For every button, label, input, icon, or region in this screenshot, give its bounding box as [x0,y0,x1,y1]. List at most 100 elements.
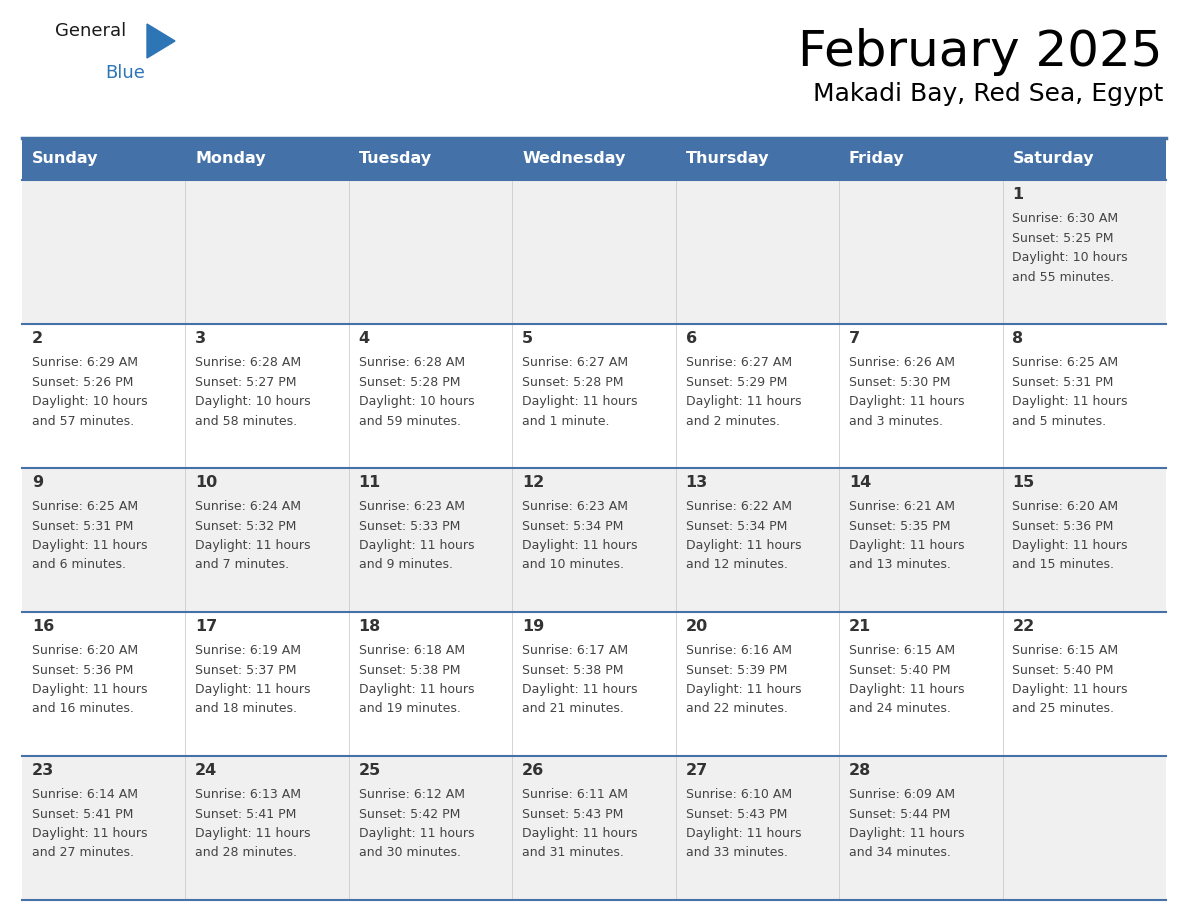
Text: 24: 24 [195,763,217,778]
Text: 10: 10 [195,475,217,490]
Text: Sunrise: 6:27 AM: Sunrise: 6:27 AM [522,356,628,369]
Text: and 2 minutes.: and 2 minutes. [685,415,779,428]
Text: Daylight: 11 hours: Daylight: 11 hours [1012,539,1127,552]
Text: Sunrise: 6:17 AM: Sunrise: 6:17 AM [522,644,628,657]
Text: Sunset: 5:36 PM: Sunset: 5:36 PM [32,664,133,677]
Text: Sunset: 5:32 PM: Sunset: 5:32 PM [195,520,297,532]
Text: Daylight: 11 hours: Daylight: 11 hours [849,683,965,696]
Text: Thursday: Thursday [685,151,769,166]
Text: 23: 23 [32,763,55,778]
Text: Sunrise: 6:11 AM: Sunrise: 6:11 AM [522,788,628,801]
Text: Daylight: 11 hours: Daylight: 11 hours [32,539,147,552]
Text: and 58 minutes.: and 58 minutes. [195,415,297,428]
Text: Sunrise: 6:20 AM: Sunrise: 6:20 AM [1012,500,1119,513]
Text: Sunrise: 6:22 AM: Sunrise: 6:22 AM [685,500,791,513]
Bar [1003,138,1165,180]
Text: 20: 20 [685,619,708,634]
Bar [23,756,1165,900]
Bar [23,138,185,180]
Text: Sunset: 5:41 PM: Sunset: 5:41 PM [195,808,297,821]
Text: Blue: Blue [105,64,145,82]
Text: Sunset: 5:35 PM: Sunset: 5:35 PM [849,520,950,532]
Text: Sunset: 5:38 PM: Sunset: 5:38 PM [359,664,460,677]
Text: Sunrise: 6:30 AM: Sunrise: 6:30 AM [1012,212,1119,225]
Text: and 18 minutes.: and 18 minutes. [195,702,297,715]
Text: and 10 minutes.: and 10 minutes. [522,558,624,572]
Text: and 59 minutes.: and 59 minutes. [359,415,461,428]
Bar [512,138,676,180]
Text: Daylight: 10 hours: Daylight: 10 hours [195,395,311,408]
Text: and 5 minutes.: and 5 minutes. [1012,415,1106,428]
Text: Makadi Bay, Red Sea, Egypt: Makadi Bay, Red Sea, Egypt [813,82,1163,106]
Text: Sunset: 5:40 PM: Sunset: 5:40 PM [1012,664,1114,677]
Text: Sunrise: 6:21 AM: Sunrise: 6:21 AM [849,500,955,513]
Text: Daylight: 10 hours: Daylight: 10 hours [1012,251,1127,264]
Text: Sunrise: 6:15 AM: Sunrise: 6:15 AM [849,644,955,657]
Text: Sunrise: 6:10 AM: Sunrise: 6:10 AM [685,788,791,801]
Text: and 19 minutes.: and 19 minutes. [359,702,461,715]
Text: Sunrise: 6:23 AM: Sunrise: 6:23 AM [359,500,465,513]
Text: 1: 1 [1012,187,1024,202]
Bar [23,468,1165,612]
Text: Daylight: 11 hours: Daylight: 11 hours [849,827,965,840]
Text: General: General [55,22,126,40]
Text: Daylight: 11 hours: Daylight: 11 hours [522,395,638,408]
Text: and 6 minutes.: and 6 minutes. [32,558,126,572]
Text: Daylight: 11 hours: Daylight: 11 hours [359,539,474,552]
Text: Sunrise: 6:26 AM: Sunrise: 6:26 AM [849,356,955,369]
Text: Daylight: 10 hours: Daylight: 10 hours [359,395,474,408]
Text: and 34 minutes.: and 34 minutes. [849,846,950,859]
Text: 7: 7 [849,331,860,346]
Text: Sunset: 5:40 PM: Sunset: 5:40 PM [849,664,950,677]
Text: Sunrise: 6:18 AM: Sunrise: 6:18 AM [359,644,465,657]
Text: Sunset: 5:28 PM: Sunset: 5:28 PM [359,375,460,388]
Bar [839,138,1003,180]
Text: Sunset: 5:31 PM: Sunset: 5:31 PM [1012,375,1114,388]
Text: and 24 minutes.: and 24 minutes. [849,702,950,715]
Text: 15: 15 [1012,475,1035,490]
Text: Sunrise: 6:29 AM: Sunrise: 6:29 AM [32,356,138,369]
Polygon shape [147,24,175,58]
Text: Sunrise: 6:25 AM: Sunrise: 6:25 AM [32,500,138,513]
Text: Sunrise: 6:09 AM: Sunrise: 6:09 AM [849,788,955,801]
Text: 27: 27 [685,763,708,778]
Text: 17: 17 [195,619,217,634]
Text: 14: 14 [849,475,871,490]
Text: Wednesday: Wednesday [522,151,625,166]
Text: 11: 11 [359,475,381,490]
Text: Sunset: 5:33 PM: Sunset: 5:33 PM [359,520,460,532]
Text: Daylight: 11 hours: Daylight: 11 hours [522,683,638,696]
Text: Sunset: 5:36 PM: Sunset: 5:36 PM [1012,520,1114,532]
Text: Sunset: 5:28 PM: Sunset: 5:28 PM [522,375,624,388]
Text: Daylight: 11 hours: Daylight: 11 hours [32,827,147,840]
Text: 6: 6 [685,331,696,346]
Text: and 21 minutes.: and 21 minutes. [522,702,624,715]
Text: Sunset: 5:41 PM: Sunset: 5:41 PM [32,808,133,821]
Text: Sunrise: 6:28 AM: Sunrise: 6:28 AM [359,356,465,369]
Text: 12: 12 [522,475,544,490]
Text: 16: 16 [32,619,55,634]
Text: Sunrise: 6:25 AM: Sunrise: 6:25 AM [1012,356,1119,369]
Text: 26: 26 [522,763,544,778]
Text: Sunrise: 6:16 AM: Sunrise: 6:16 AM [685,644,791,657]
Text: and 55 minutes.: and 55 minutes. [1012,271,1114,284]
Text: 9: 9 [32,475,43,490]
Text: Sunset: 5:34 PM: Sunset: 5:34 PM [522,520,624,532]
Text: Sunset: 5:30 PM: Sunset: 5:30 PM [849,375,950,388]
Bar [23,180,1165,324]
Text: Sunset: 5:39 PM: Sunset: 5:39 PM [685,664,786,677]
Text: and 27 minutes.: and 27 minutes. [32,846,134,859]
Text: 28: 28 [849,763,871,778]
Text: and 31 minutes.: and 31 minutes. [522,846,624,859]
Text: and 15 minutes.: and 15 minutes. [1012,558,1114,572]
Text: 4: 4 [359,331,369,346]
Text: and 57 minutes.: and 57 minutes. [32,415,134,428]
Text: Daylight: 11 hours: Daylight: 11 hours [32,683,147,696]
Text: Sunrise: 6:27 AM: Sunrise: 6:27 AM [685,356,791,369]
Text: 2: 2 [32,331,43,346]
Text: and 13 minutes.: and 13 minutes. [849,558,950,572]
Text: Daylight: 11 hours: Daylight: 11 hours [522,827,638,840]
Text: Monday: Monday [195,151,266,166]
Text: Sunset: 5:37 PM: Sunset: 5:37 PM [195,664,297,677]
Text: Sunset: 5:44 PM: Sunset: 5:44 PM [849,808,950,821]
